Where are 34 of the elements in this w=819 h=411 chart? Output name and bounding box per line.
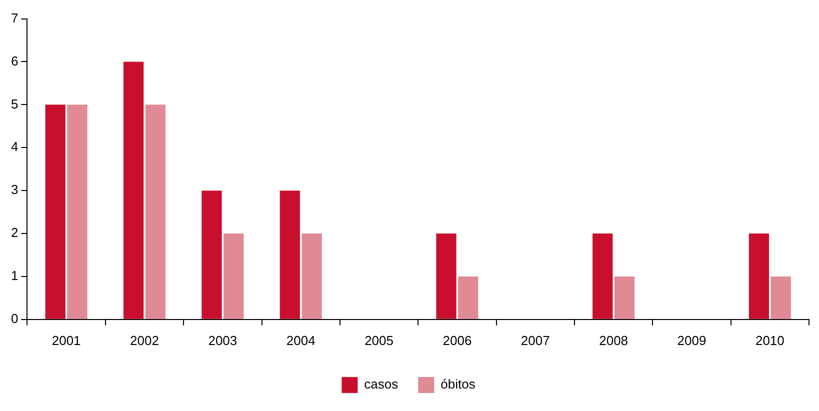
y-tick-label: 2	[10, 225, 18, 240]
bar	[224, 234, 244, 319]
bar	[748, 234, 770, 319]
y-tick-label: 5	[10, 96, 18, 112]
x-tick-label: 2002	[130, 332, 159, 348]
x-tick-label: 2009	[677, 332, 706, 348]
bar	[770, 276, 791, 319]
x-tick-label: 2005	[364, 332, 394, 348]
bar	[202, 190, 222, 319]
bar	[436, 234, 456, 319]
y-tick-label: 7	[10, 10, 18, 26]
bar	[302, 234, 322, 319]
y-tick-label: 6	[10, 53, 18, 68]
x-tick-label: 2006	[442, 332, 472, 348]
bar	[45, 104, 66, 319]
x-tick-label: 2010	[755, 332, 784, 348]
x-tick-label: 2001	[52, 332, 81, 348]
x-tick-label: 2008	[599, 332, 628, 348]
bar	[280, 190, 300, 319]
x-tick-label: 2007	[520, 332, 550, 348]
legend-label: óbitos	[440, 376, 476, 392]
bar	[458, 276, 478, 319]
x-tick-label: 2003	[208, 332, 238, 348]
bar	[123, 62, 144, 319]
y-tick-label: 1	[10, 268, 18, 284]
x-tick-label: 2004	[286, 332, 316, 348]
y-tick-label: 3	[10, 182, 18, 198]
bar	[67, 104, 88, 319]
bar	[145, 104, 166, 319]
legend-label: casos	[364, 376, 399, 392]
y-tick-label: 4	[10, 139, 18, 154]
bar	[614, 276, 635, 319]
bar	[592, 234, 613, 319]
y-tick-label: 0	[10, 310, 18, 326]
